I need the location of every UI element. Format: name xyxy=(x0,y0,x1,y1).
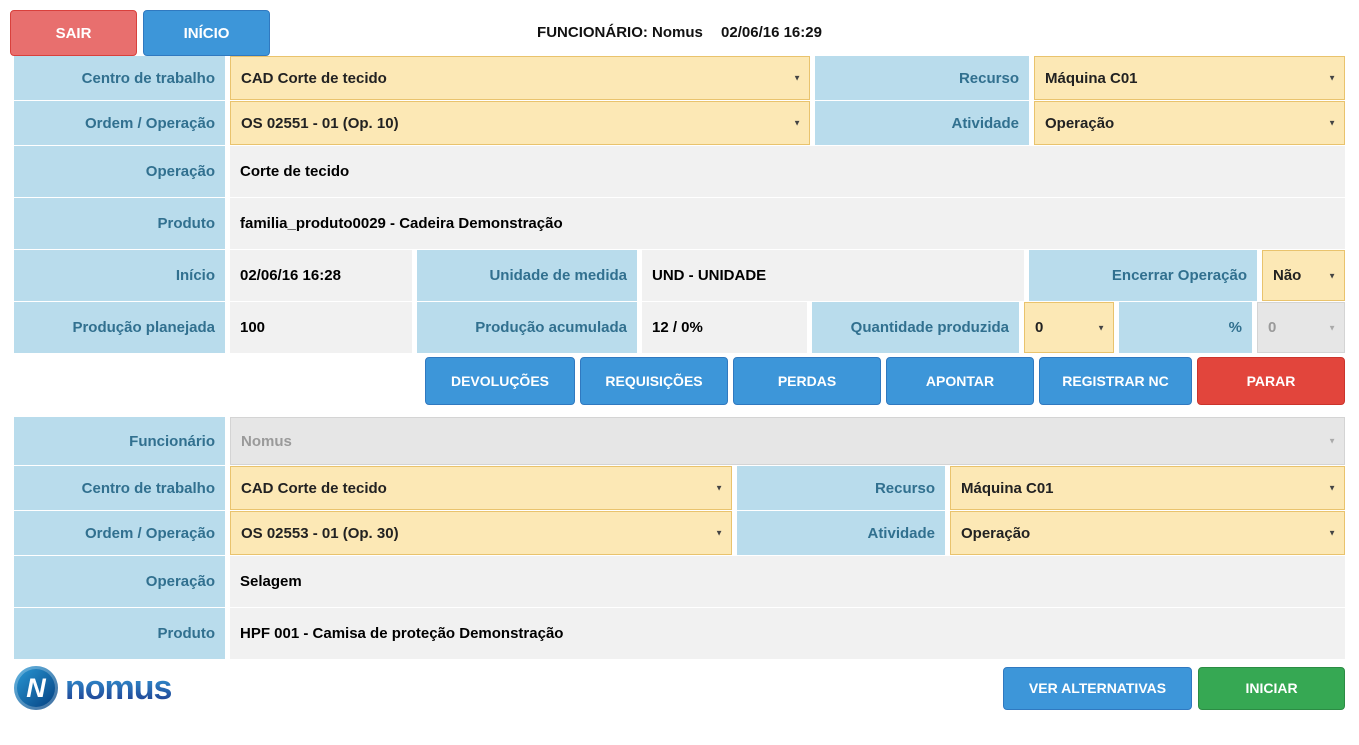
form-row: Produção planejada 100 Produção acumulad… xyxy=(14,302,1345,353)
produto-value: familia_produto0029 - Cadeira Demonstraç… xyxy=(230,198,1345,249)
inicio-value: 02/06/16 16:28 xyxy=(230,250,412,301)
percent-label: % xyxy=(1119,302,1252,353)
produto-label: Produto xyxy=(14,198,225,249)
unidade-medida-value: UND - UNIDADE xyxy=(642,250,1024,301)
apontar-button[interactable]: APONTAR xyxy=(886,357,1034,405)
operacao2-label: Operação xyxy=(14,556,225,607)
recurso-value: Máquina C01 xyxy=(1045,69,1138,87)
chevron-down-icon: ▼ xyxy=(1328,528,1336,538)
centro-trabalho2-value: CAD Corte de tecido xyxy=(241,479,387,497)
ordem-operacao-label: Ordem / Operação xyxy=(14,101,225,145)
home-button[interactable]: INÍCIO xyxy=(143,10,270,56)
operacao-value: Corte de tecido xyxy=(230,146,1345,197)
inicio-label: Início xyxy=(14,250,225,301)
action-button-bar: DEVOLUÇÕES REQUISIÇÕES PERDAS APONTAR RE… xyxy=(14,357,1345,405)
centro-trabalho-select[interactable]: CAD Corte de tecido ▼ xyxy=(230,56,810,100)
recurso2-label: Recurso xyxy=(737,466,945,510)
form-row: Operação Corte de tecido xyxy=(14,146,1345,197)
footer-buttons: VER ALTERNATIVAS INICIAR xyxy=(1003,666,1345,710)
form-row: Produto HPF 001 - Camisa de proteção Dem… xyxy=(14,608,1345,659)
atividade2-label: Atividade xyxy=(737,511,945,555)
ordem-operacao2-select[interactable]: OS 02553 - 01 (Op. 30) ▼ xyxy=(230,511,732,555)
form-row: Início 02/06/16 16:28 Unidade de medida … xyxy=(14,250,1345,301)
parar-button[interactable]: PARAR xyxy=(1197,357,1345,405)
ver-alternativas-button[interactable]: VER ALTERNATIVAS xyxy=(1003,666,1192,710)
registrar-nc-button[interactable]: REGISTRAR NC xyxy=(1039,357,1192,405)
exit-button[interactable]: SAIR xyxy=(10,10,137,56)
chevron-down-icon: ▼ xyxy=(1328,118,1336,128)
top-bar: SAIR INÍCIO FUNCIONÁRIO: Nomus 02/06/16 … xyxy=(0,0,1359,56)
centro-trabalho2-label: Centro de trabalho xyxy=(14,466,225,510)
running-operation-form: Centro de trabalho CAD Corte de tecido ▼… xyxy=(0,56,1359,405)
atividade-select[interactable]: Operação ▼ xyxy=(1034,101,1345,145)
centro-trabalho-label: Centro de trabalho xyxy=(14,56,225,100)
nomus-logo-text: nomus xyxy=(65,668,172,707)
iniciar-button[interactable]: INICIAR xyxy=(1198,666,1345,710)
form-row: Operação Selagem xyxy=(14,556,1345,607)
nomus-logo: N nomus xyxy=(14,666,172,710)
ordem-operacao-value: OS 02551 - 01 (Op. 10) xyxy=(241,114,399,132)
chevron-down-icon: ▼ xyxy=(1328,483,1336,493)
recurso2-select[interactable]: Máquina C01 ▼ xyxy=(950,466,1345,510)
encerrar-operacao-label: Encerrar Operação xyxy=(1029,250,1257,301)
form-row: Ordem / Operação OS 02551 - 01 (Op. 10) … xyxy=(14,101,1345,145)
produto2-value: HPF 001 - Camisa de proteção Demonstraçã… xyxy=(230,608,1345,659)
form-row: Funcionário Nomus ▼ xyxy=(14,417,1345,465)
operacao-label: Operação xyxy=(14,146,225,197)
ordem-operacao2-label: Ordem / Operação xyxy=(14,511,225,555)
form-row: Ordem / Operação OS 02553 - 01 (Op. 30) … xyxy=(14,511,1345,555)
ordem-operacao2-value: OS 02553 - 01 (Op. 30) xyxy=(241,524,399,542)
perdas-button[interactable]: PERDAS xyxy=(733,357,881,405)
recurso-label: Recurso xyxy=(815,56,1029,100)
employee-header: FUNCIONÁRIO: Nomus 02/06/16 16:29 xyxy=(0,0,1359,41)
atividade2-value: Operação xyxy=(961,524,1031,542)
centro-trabalho2-select[interactable]: CAD Corte de tecido ▼ xyxy=(230,466,732,510)
chevron-down-icon: ▼ xyxy=(1097,323,1105,332)
devolucoes-button[interactable]: DEVOLUÇÕES xyxy=(425,357,575,405)
form-row: Centro de trabalho CAD Corte de tecido ▼… xyxy=(14,56,1345,100)
funcionario-label: Funcionário xyxy=(14,417,225,465)
recurso2-value: Máquina C01 xyxy=(961,479,1054,497)
chevron-down-icon: ▼ xyxy=(1328,436,1336,446)
form-row: Produto familia_produto0029 - Cadeira De… xyxy=(14,198,1345,249)
producao-planejada-value: 100 xyxy=(230,302,412,353)
chevron-down-icon: ▼ xyxy=(715,483,723,493)
new-operation-form: Funcionário Nomus ▼ Centro de trabalho C… xyxy=(0,417,1359,659)
producao-acumulada-value: 12 / 0% xyxy=(642,302,807,353)
employee-label: FUNCIONÁRIO: Nomus xyxy=(537,24,703,41)
producao-acumulada-label: Produção acumulada xyxy=(417,302,637,353)
quantidade-produzida-label: Quantidade produzida xyxy=(812,302,1019,353)
percent-select-disabled: 0 ▼ xyxy=(1257,302,1345,353)
atividade-value: Operação xyxy=(1045,114,1115,132)
chevron-down-icon: ▼ xyxy=(793,118,801,128)
chevron-down-icon: ▼ xyxy=(1328,323,1336,332)
funcionario-select-disabled: Nomus ▼ xyxy=(230,417,1345,465)
chevron-down-icon: ▼ xyxy=(715,528,723,538)
footer-bar: N nomus VER ALTERNATIVAS INICIAR xyxy=(14,664,1345,712)
ordem-operacao-select[interactable]: OS 02551 - 01 (Op. 10) ▼ xyxy=(230,101,810,145)
producao-planejada-label: Produção planejada xyxy=(14,302,225,353)
nomus-logo-icon: N xyxy=(14,666,58,710)
header-buttons: SAIR INÍCIO xyxy=(10,10,270,56)
quantidade-produzida-value: 0 xyxy=(1035,319,1044,336)
encerrar-operacao-value: Não xyxy=(1273,267,1302,284)
chevron-down-icon: ▼ xyxy=(1328,73,1336,83)
produto2-label: Produto xyxy=(14,608,225,659)
unidade-medida-label: Unidade de medida xyxy=(417,250,637,301)
encerrar-operacao-select[interactable]: Não ▼ xyxy=(1262,250,1345,301)
centro-trabalho-value: CAD Corte de tecido xyxy=(241,69,387,87)
chevron-down-icon: ▼ xyxy=(1328,271,1336,280)
funcionario-value: Nomus xyxy=(241,432,292,450)
quantidade-produzida-select[interactable]: 0 ▼ xyxy=(1024,302,1114,353)
form-row: Centro de trabalho CAD Corte de tecido ▼… xyxy=(14,466,1345,510)
requisicoes-button[interactable]: REQUISIÇÕES xyxy=(580,357,728,405)
datetime-label: 02/06/16 16:29 xyxy=(721,24,822,41)
operacao2-value: Selagem xyxy=(230,556,1345,607)
atividade2-select[interactable]: Operação ▼ xyxy=(950,511,1345,555)
chevron-down-icon: ▼ xyxy=(793,73,801,83)
atividade-label: Atividade xyxy=(815,101,1029,145)
percent-value: 0 xyxy=(1268,319,1277,336)
recurso-select[interactable]: Máquina C01 ▼ xyxy=(1034,56,1345,100)
